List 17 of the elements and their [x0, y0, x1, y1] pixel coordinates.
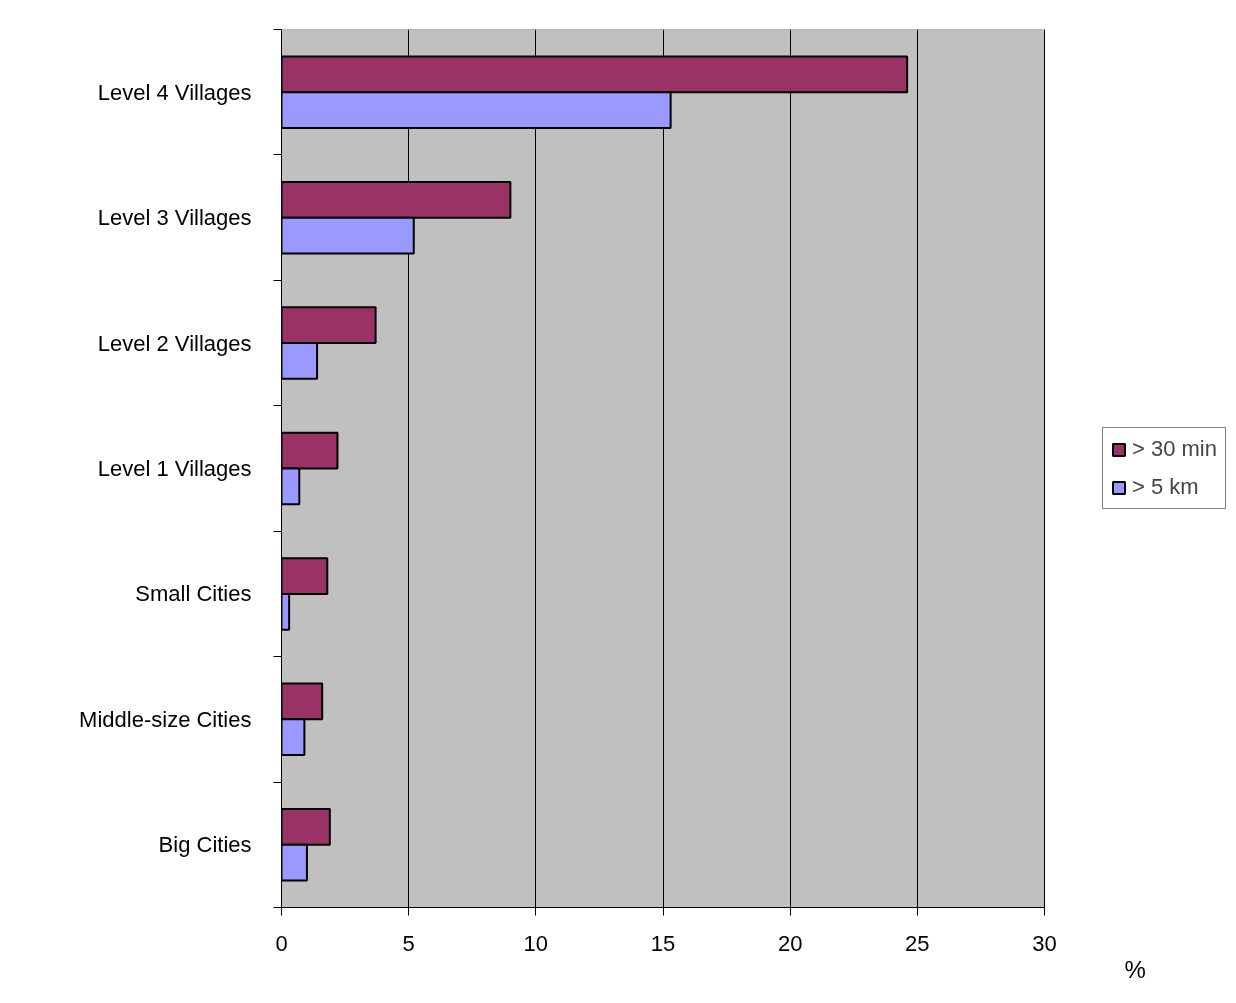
y-tick-label: Level 2 Villages	[97, 330, 252, 356]
x-tick-label: 15	[650, 930, 676, 956]
x-tick-label: 0	[275, 930, 288, 956]
x-tick-label: 20	[777, 930, 803, 956]
y-tick-label: Small Cities	[135, 581, 252, 607]
legend-label: > 5 km	[1132, 474, 1199, 500]
y-tick-label: Level 1 Villages	[97, 456, 252, 481]
y-tick-label: Level 4 Villages	[97, 79, 252, 105]
legend-label: > 30 min	[1132, 436, 1217, 462]
x-axis-title: %	[1124, 955, 1146, 983]
x-tick-label: 30	[1032, 930, 1057, 956]
x-tick-label: 5	[402, 930, 415, 956]
y-tick-label: Level 3 Villages	[97, 205, 252, 231]
y-tick-label: Big Cities	[158, 832, 252, 858]
y-tick-label: Middle-size Cities	[79, 706, 252, 732]
x-tick-label: 25	[905, 930, 930, 956]
x-tick-label: 10	[523, 930, 549, 956]
